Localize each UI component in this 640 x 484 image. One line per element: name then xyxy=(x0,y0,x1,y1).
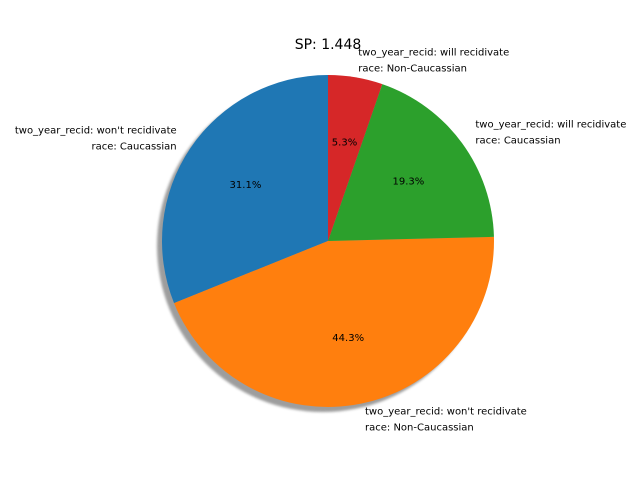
pie-slice-labels: two_year_recid: won't recidivate race: Ca… xyxy=(15,47,627,433)
pie-slice-percent-3: 19.3% xyxy=(393,177,425,188)
pie-slice-label-line: race: Non-Caucassian xyxy=(365,422,474,433)
pie-percent-labels: 31.1% 44.3% 19.3% 5.3% xyxy=(230,137,425,344)
pie-slice-3 xyxy=(328,84,494,241)
pie-slice-2 xyxy=(174,236,494,407)
chart-title: SP: 1.448 xyxy=(295,37,362,53)
pie-slice-label-2: two_year_recid: won't recidivate race: No… xyxy=(365,406,527,433)
pie-slice-percent-1: 31.1% xyxy=(230,180,262,191)
pie-slice-label-line: two_year_recid: will recidivate xyxy=(475,120,626,131)
pie-slice-label-line: two_year_recid: will recidivate xyxy=(358,47,509,58)
pie-slice-label-line: race: Caucassian xyxy=(91,141,176,152)
pie-slice-label-line: two_year_recid: won't recidivate xyxy=(15,125,177,136)
pie-slice-label-1: two_year_recid: won't recidivate race: Ca… xyxy=(15,125,177,152)
pie-slices xyxy=(161,75,494,407)
pie-slice-label-4: two_year_recid: will recidivate race: Non… xyxy=(358,47,509,74)
pie-slice-percent-2: 44.3% xyxy=(332,333,364,344)
pie-slice-label-3: two_year_recid: will recidivate race: Cau… xyxy=(475,120,626,147)
pie-slice-label-line: two_year_recid: won't recidivate xyxy=(365,406,527,417)
pie-slice-percent-4: 5.3% xyxy=(332,137,357,148)
pie-slice-label-line: race: Non-Caucassian xyxy=(358,63,467,74)
pie-slice-1 xyxy=(161,75,328,304)
pie-slice-label-line: race: Caucassian xyxy=(475,136,560,147)
pie-slice-4 xyxy=(328,75,383,241)
